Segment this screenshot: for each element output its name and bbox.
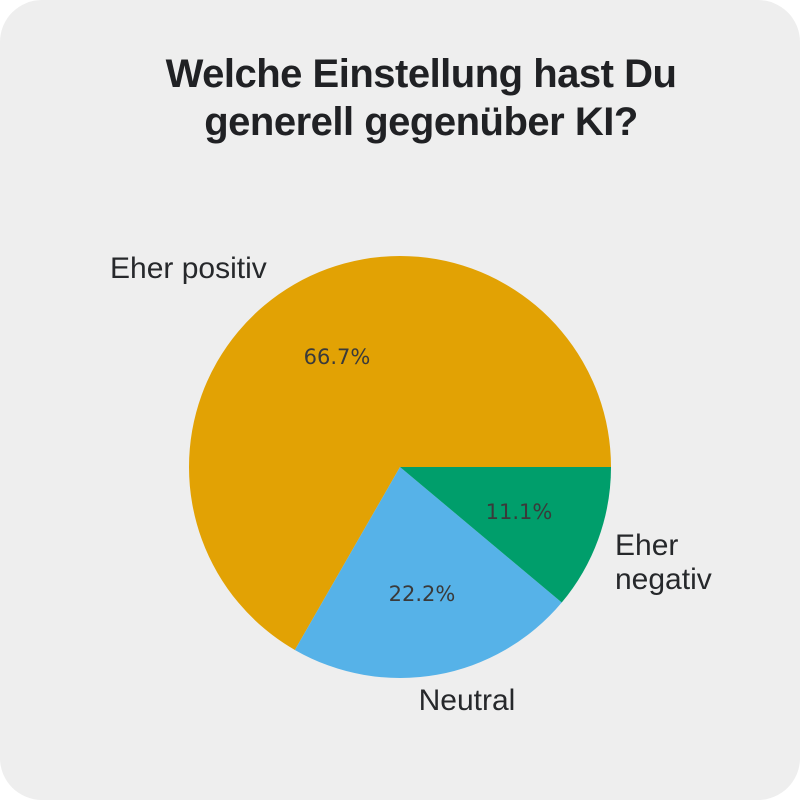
chart-title-line-2: generell gegenüber KI? bbox=[204, 100, 638, 144]
slice-label-neutral: Neutral bbox=[418, 684, 516, 717]
pie-slice-eher-positiv bbox=[189, 255, 611, 650]
pie-slice-eher-negativ bbox=[400, 467, 611, 603]
pie-slice-neutral bbox=[294, 467, 562, 679]
chart-title: Welche Einstellung hast Du generell gege… bbox=[111, 50, 731, 146]
slice-label-eher-positiv: Eher positiv bbox=[110, 252, 267, 285]
pct-label-eher-negativ: 11.1% bbox=[485, 500, 553, 524]
slice-label-eher-negativ: Eher negativ bbox=[615, 529, 712, 596]
pct-label-eher-positiv: 66.7% bbox=[303, 345, 371, 369]
pct-label-neutral: 22.2% bbox=[388, 582, 456, 606]
chart-title-line-1: Welche Einstellung hast Du bbox=[165, 52, 677, 96]
